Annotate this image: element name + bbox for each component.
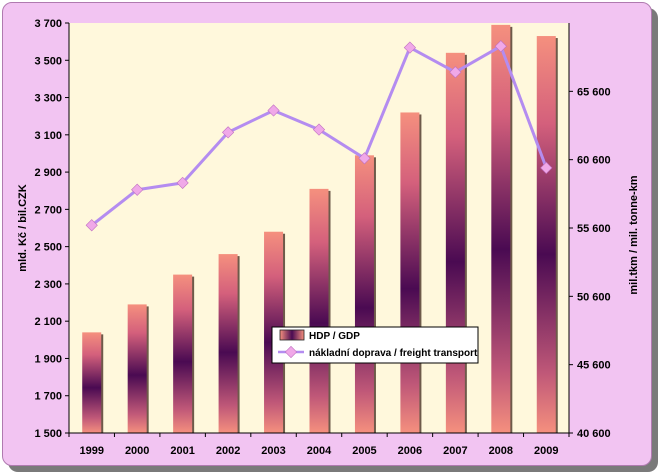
point-freight-2004 <box>312 123 326 136</box>
x-tick-label-2001: 2001 <box>170 445 194 457</box>
point-freight-2007 <box>449 66 462 79</box>
x-tick-label-2004: 2004 <box>307 445 332 457</box>
point-freight-2003 <box>267 104 280 117</box>
x-tick-label-2008: 2008 <box>489 445 513 457</box>
y-tick-label-left: 2 100 <box>34 316 62 328</box>
bar-gdp-2007 <box>445 52 465 434</box>
y-tick-label-right: 60 600 <box>577 155 611 167</box>
bar-gdp-1999 <box>82 332 102 433</box>
y-tick-label-left: 2 900 <box>34 167 62 179</box>
y-tick-label-left: 3 700 <box>34 18 62 30</box>
point-freight-2001 <box>176 176 189 189</box>
y-tick-label-left: 3 100 <box>34 130 62 142</box>
y-tick-label-right: 50 600 <box>577 291 611 303</box>
bar-gdp-2005 <box>354 155 374 433</box>
y-axis-title-left: mld. Kč / bil.CZK <box>17 184 29 271</box>
y-tick-label-left: 2 300 <box>34 279 62 291</box>
y-tick-label-right: 40 600 <box>577 428 611 440</box>
bar-gdp-2002 <box>218 254 238 433</box>
x-tick-label-2000: 2000 <box>125 445 149 457</box>
y-tick-label-left: 1 500 <box>34 428 62 440</box>
x-tick-label-2002: 2002 <box>216 445 240 457</box>
y-tick-label-left: 2 500 <box>34 242 62 254</box>
point-freight-1999 <box>85 219 98 232</box>
x-tick-label-1999: 1999 <box>79 445 103 457</box>
bar-gdp-2008 <box>491 24 511 433</box>
y-tick-label-left: 1 900 <box>34 353 62 365</box>
y-tick-label-right: 45 600 <box>577 360 611 372</box>
y-tick-label-right: 65 600 <box>577 86 611 98</box>
legend-label-freight: nákladní doprava / freight transport <box>309 348 478 359</box>
x-tick-label-2009: 2009 <box>534 445 558 457</box>
point-freight-2006 <box>403 41 416 54</box>
bar-gdp-2004 <box>309 188 329 433</box>
y-tick-label-right: 55 600 <box>577 223 611 235</box>
y-tick-label-left: 1 700 <box>34 391 62 403</box>
x-tick-label-2005: 2005 <box>352 445 376 457</box>
legend-swatch-gdp <box>279 329 305 341</box>
point-freight-2000 <box>131 183 144 196</box>
x-tick-label-2003: 2003 <box>261 445 285 457</box>
x-tick-label-2006: 2006 <box>398 445 422 457</box>
point-freight-2005 <box>358 152 371 165</box>
legend: HDP / GDP nákladní doprava / freight tra… <box>271 326 479 364</box>
bar-gdp-2001 <box>173 274 193 433</box>
legend-label-gdp: HDP / GDP <box>309 331 360 342</box>
y-tick-label-left: 3 300 <box>34 93 62 105</box>
bar-gdp-2000 <box>127 304 147 433</box>
y-tick-label-left: 3 500 <box>34 55 62 67</box>
bar-gdp-2006 <box>400 112 420 434</box>
y-tick-label-left: 2 700 <box>34 204 62 216</box>
point-freight-2008 <box>494 40 507 53</box>
y-axis-title-right: mil.tkm / mil. tonne-km <box>628 175 640 294</box>
x-tick-label-2007: 2007 <box>443 445 467 457</box>
point-freight-2009 <box>540 161 553 174</box>
legend-marker-freight <box>284 345 298 359</box>
point-freight-2002 <box>222 126 235 139</box>
bar-gdp-2009 <box>536 36 556 433</box>
